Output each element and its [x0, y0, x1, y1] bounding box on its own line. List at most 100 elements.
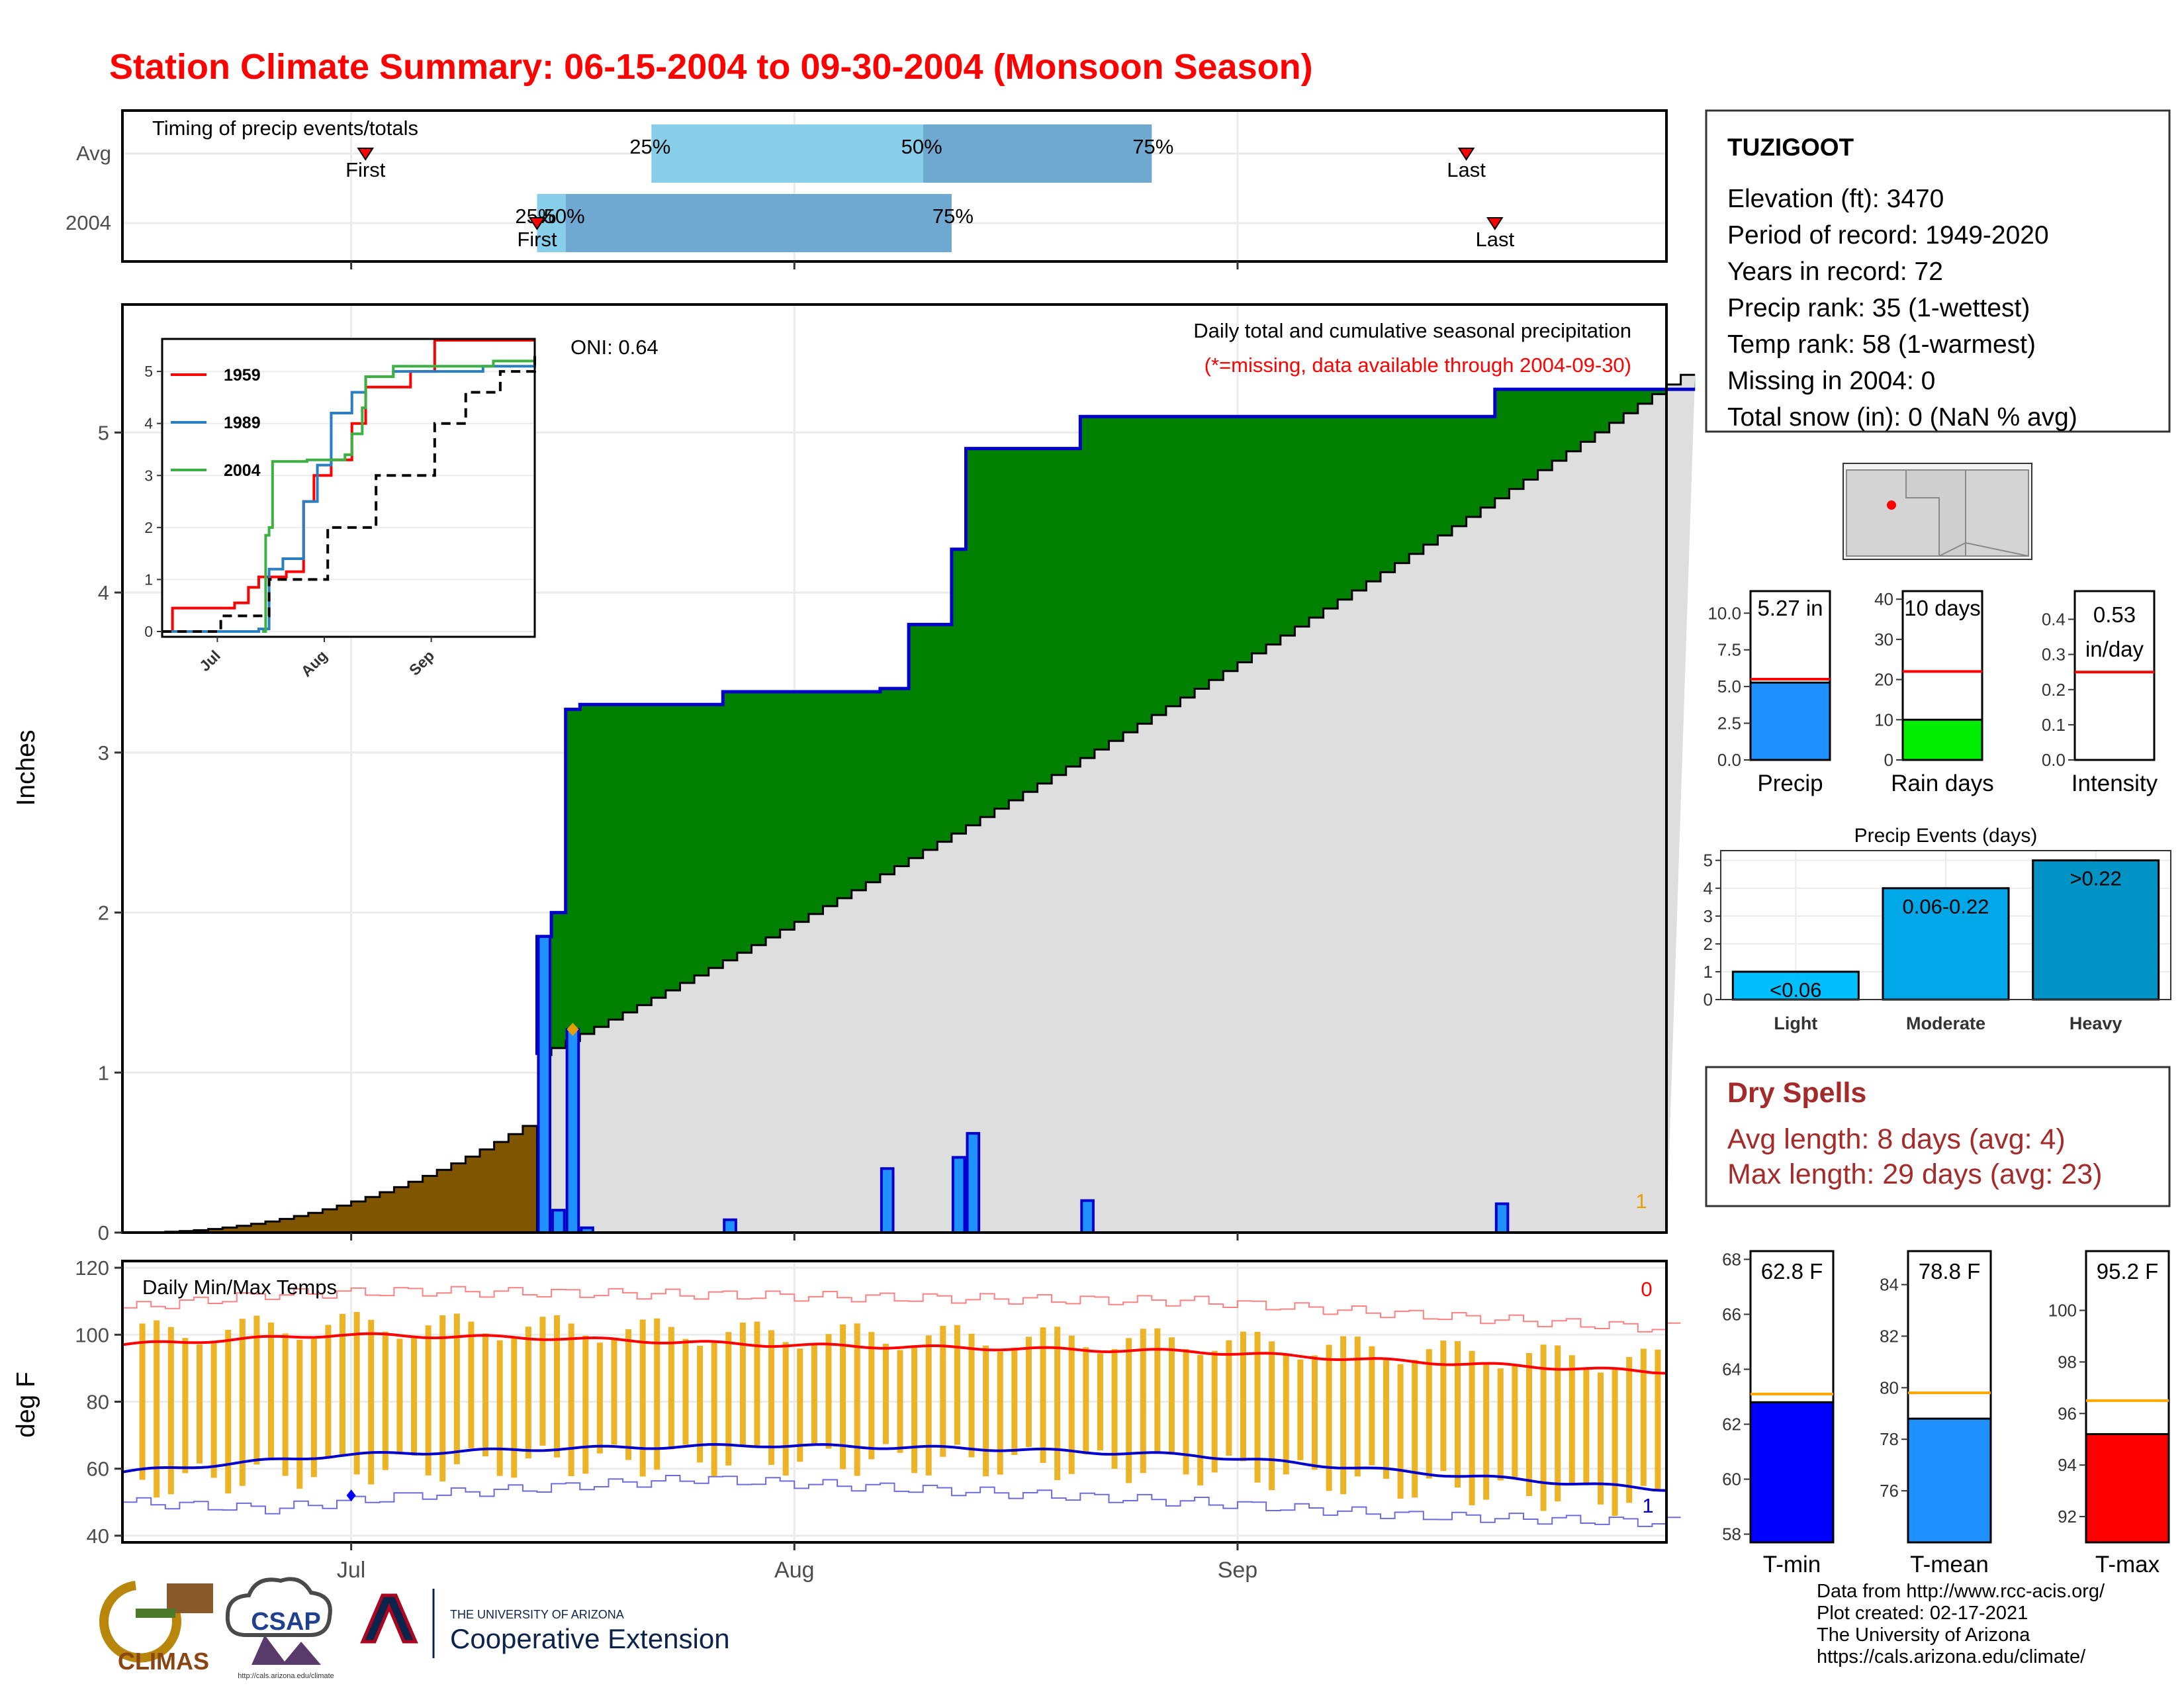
daily-temp-bar — [1397, 1364, 1404, 1499]
gauge-y-tick-label: 0.1 — [2042, 715, 2066, 735]
daily-temp-bar — [940, 1325, 946, 1457]
station-detail: Elevation (ft): 3470 — [1727, 185, 1944, 213]
daily-temp-bar — [482, 1333, 489, 1457]
map-state — [1965, 469, 2029, 557]
y-tick-label: 5 — [98, 421, 109, 444]
daily-temp-bar — [1025, 1336, 1032, 1447]
timing-row-label: 2004 — [66, 211, 111, 234]
y-tick-label: 1 — [98, 1061, 109, 1084]
daily-temp-bar — [840, 1324, 846, 1470]
inset-y-tick-label: 4 — [144, 415, 153, 432]
daily-temp-bar — [711, 1342, 717, 1477]
dry-spells-frame — [1705, 1066, 2171, 1207]
daily-temp-bar — [1555, 1345, 1561, 1502]
gauge-bar — [1907, 1417, 1992, 1544]
daily-temp-bar — [1269, 1341, 1275, 1491]
gauge-y-tick-label: 78 — [1880, 1429, 1899, 1449]
average-cumulative-line — [537, 373, 1696, 1056]
events-bar-label: >0.22 — [2070, 867, 2121, 890]
gauge-y-tick-label: 10.0 — [1707, 603, 1741, 623]
timing-q25-band — [537, 194, 566, 252]
daily-temp-bar — [1054, 1327, 1061, 1480]
x-tick-label: Aug — [774, 1558, 815, 1583]
daily-temp-bar — [310, 1336, 317, 1477]
footer-line: Data from http://www.rcc-acis.org/ — [1817, 1581, 2105, 1602]
footer-line: https://cals.arizona.edu/climate/ — [1817, 1646, 2086, 1667]
daily-temp-bar — [1440, 1340, 1447, 1472]
gauge-value-label: 95.2 F — [2097, 1259, 2159, 1284]
daily-temp-bar — [282, 1333, 289, 1476]
daily-temp-bar — [353, 1311, 360, 1475]
events-y-tick-label: 4 — [1704, 878, 1713, 898]
inset-y-tick-label: 2 — [144, 519, 153, 536]
daily-temp-bar — [1525, 1353, 1532, 1497]
events-category-label: Moderate — [1906, 1013, 1985, 1033]
station-location-dot — [1887, 500, 1896, 510]
precip-events-chart: <0.06 Light 0.06-0.22 Moderate >0.22 Heavy 0 1 2… — [1704, 825, 2171, 1033]
climas-logo-mark — [136, 1609, 175, 1618]
daily-temp-bar — [968, 1333, 975, 1458]
dry-spells-avg: Avg length: 8 days (avg: 4) — [1727, 1123, 2066, 1155]
inset-legend-label: 2004 — [224, 461, 261, 480]
events-bar — [2032, 859, 2160, 1001]
gauge-y-tick-label: 0.2 — [2042, 680, 2066, 700]
daily-temp-bar — [1183, 1348, 1189, 1475]
gauge-value-unit: in/day — [2085, 637, 2144, 661]
gauge-value-label: 5.27 in — [1757, 596, 1823, 620]
timing-q50-band — [565, 194, 952, 252]
gauge-y-tick-label: 0.0 — [2042, 750, 2066, 770]
events-bar-label: 0.06-0.22 — [1903, 895, 1989, 918]
daily-temp-bar — [1340, 1336, 1347, 1495]
x-tick-label: Jul — [337, 1558, 365, 1583]
y-tick-label: 100 — [75, 1323, 109, 1346]
daily-temp-bar — [1497, 1368, 1504, 1481]
daily-temp-bar — [825, 1334, 832, 1449]
daily-temp-bar — [225, 1329, 232, 1494]
daily-temp-bar — [1483, 1362, 1490, 1500]
gauge-y-tick-label: 7.5 — [1717, 640, 1741, 660]
events-frame — [1720, 850, 2171, 1000]
footer-line: Plot created: 02-17-2021 — [1817, 1603, 2028, 1624]
inset-series-line — [162, 355, 536, 633]
y-tick-label: 120 — [75, 1256, 109, 1280]
events-title: Precip Events (days) — [1854, 825, 2038, 847]
temp-gauges: 58 60 62 64 66 68 62.8 F T-min 76 78 80 82 84 78.8 F T… — [1722, 1249, 2170, 1577]
y-tick-label: 4 — [98, 581, 109, 604]
gauge-y-tick-label: 20 — [1874, 670, 1893, 690]
gauge-y-tick-label: 0.3 — [2042, 645, 2066, 665]
timing-last-marker — [1457, 148, 1475, 161]
gauge-y-tick-label: 30 — [1874, 630, 1893, 649]
daily-temp-bar — [340, 1313, 346, 1456]
gauge-value-label: 0.53 — [2093, 602, 2136, 627]
csap-mountain-icon — [251, 1635, 321, 1665]
daily-temp-bar — [325, 1325, 332, 1457]
gauge-y-tick-label: 0.4 — [2042, 610, 2066, 630]
daily-temp-bar — [811, 1344, 817, 1444]
daily-temp-bar — [1612, 1368, 1618, 1516]
daily-temp-bar — [1297, 1359, 1304, 1460]
daily-temp-bar — [268, 1322, 275, 1460]
gauge-bar — [2085, 1432, 2170, 1544]
gauge-y-tick-label: 92 — [2058, 1507, 2077, 1526]
events-bar — [1731, 970, 1860, 1001]
timing-first-label: First — [345, 158, 386, 181]
daily-precip-bar — [537, 935, 552, 1234]
station-detail: Temp rank: 58 (1-warmest) — [1727, 330, 2036, 359]
events-y-tick-label: 0 — [1704, 990, 1713, 1009]
y-axis-label: Inches — [12, 730, 40, 806]
station-box — [1705, 109, 2171, 433]
daily-temp-bar — [1197, 1354, 1204, 1485]
pre-season-area — [122, 1125, 539, 1234]
daily-temp-bar — [1597, 1372, 1604, 1505]
gauge-category-label: T-mean — [1910, 1552, 1989, 1577]
gauge-value-label: 78.8 F — [1919, 1259, 1981, 1284]
daily-temp-bar — [1583, 1367, 1590, 1484]
precip-frame — [121, 303, 1668, 1234]
daily-temp-bar — [868, 1332, 875, 1460]
daily-temp-bar — [1569, 1355, 1575, 1483]
daily-temp-bar — [725, 1332, 732, 1466]
daily-temp-bar — [1097, 1353, 1103, 1451]
timing-q50-label: 50% — [544, 205, 585, 228]
daily-temp-bar — [139, 1323, 146, 1480]
above-average-area — [537, 375, 1696, 1055]
